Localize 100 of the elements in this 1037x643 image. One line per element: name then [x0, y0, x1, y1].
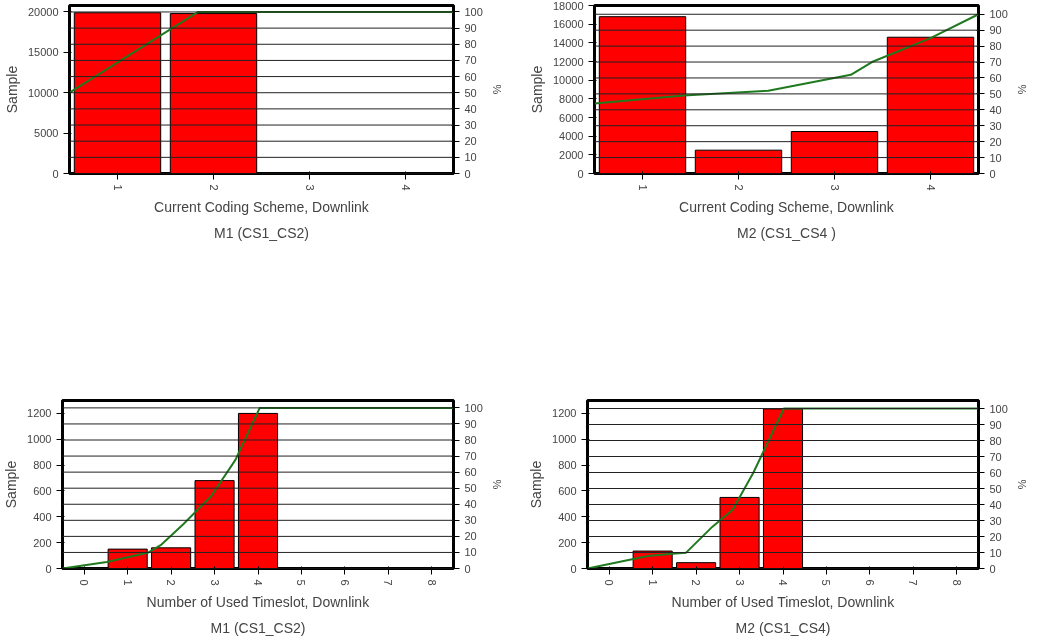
- y2-tick-label: 30: [989, 119, 1002, 132]
- y2-tick-label: 30: [989, 514, 1002, 527]
- x-tick-label: 1: [646, 579, 659, 586]
- y-tick-label: 0: [45, 562, 52, 575]
- y2-tick-label: 0: [464, 167, 471, 180]
- y-tick-label: 2000: [559, 148, 584, 161]
- y-tick-label: 20000: [27, 5, 59, 18]
- x-tick-label: 8: [950, 579, 963, 586]
- y2-tick-label: 100: [989, 402, 1008, 415]
- y2-tick-label: 20: [989, 135, 1002, 148]
- y2-tick-label: 50: [989, 482, 1002, 495]
- y2-tick-label: 50: [989, 87, 1002, 100]
- y-axis-title: Sample: [3, 65, 20, 114]
- y2-axis-title: %: [490, 479, 503, 490]
- y-tick-label: 800: [558, 459, 577, 472]
- x-tick-label: 1: [636, 184, 649, 191]
- y2-tick-label: 80: [464, 38, 477, 51]
- y2-tick-label: 40: [464, 498, 477, 511]
- x-tick-label: 2: [732, 184, 745, 191]
- x-tick-label: 3: [303, 184, 316, 191]
- y2-tick-label: 90: [464, 417, 477, 430]
- x-tick-label: 4: [252, 579, 264, 586]
- y-tick-label: 800: [33, 459, 52, 472]
- y-tick-label: 8000: [559, 92, 584, 105]
- x-tick-label: 2: [165, 579, 178, 586]
- y2-tick-label: 0: [989, 562, 996, 575]
- y-tick-label: 14000: [552, 36, 584, 49]
- x-tick-label: 7: [382, 579, 395, 586]
- y-tick-label: 600: [558, 484, 577, 497]
- x-tick-label: 3: [208, 579, 221, 586]
- y2-tick-label: 100: [989, 8, 1008, 21]
- y2-tick-label: 30: [464, 514, 477, 527]
- x-axis-title: Current Coding Scheme, Downlink: [679, 198, 895, 215]
- y-tick-label: 200: [558, 536, 577, 549]
- y2-tick-label: 50: [464, 86, 477, 99]
- text: M2 (CS1_CS4): [735, 619, 831, 636]
- x-axis-title: Current Coding Scheme, Downlink: [154, 198, 370, 215]
- x-tick-label: 4: [924, 184, 937, 191]
- y2-tick-label: 70: [989, 56, 1002, 69]
- y-tick-label: 12000: [552, 55, 584, 68]
- y2-tick-label: 50: [464, 482, 477, 495]
- y2-tick-label: 40: [464, 102, 477, 115]
- x-tick-label: 3: [828, 184, 841, 191]
- x-tick-label: 8: [425, 579, 438, 586]
- y2-tick-label: 90: [989, 24, 1002, 37]
- x-tick-label: 1: [111, 184, 124, 191]
- y2-tick-label: 100: [464, 401, 483, 414]
- y2-tick-label: 20: [464, 530, 477, 543]
- y-tick-label: 200: [33, 536, 52, 549]
- y2-tick-label: 90: [464, 22, 477, 35]
- text: M1 (CS1_CS2): [214, 224, 309, 241]
- y-tick-label: 10000: [27, 86, 59, 99]
- x-tick-label: 4: [399, 184, 412, 191]
- y-tick-label: 600: [33, 484, 52, 497]
- y2-tick-label: 10: [464, 546, 477, 559]
- x-tick-label: 5: [295, 579, 308, 586]
- y2-tick-label: 40: [989, 498, 1002, 511]
- y-tick-label: 0: [577, 167, 584, 180]
- y-tick-label: 0: [570, 562, 577, 575]
- y-tick-label: 16000: [552, 18, 584, 31]
- y2-tick-label: 10: [989, 151, 1002, 164]
- y2-tick-label: 60: [464, 70, 477, 83]
- y-tick-label: 4000: [559, 130, 584, 143]
- x-tick-label: 3: [733, 579, 746, 586]
- y2-axis-title: %: [490, 84, 503, 95]
- x-tick-label: 2: [207, 184, 220, 191]
- y-axis-title: Sample: [528, 65, 545, 114]
- y-tick-label: 6000: [559, 111, 584, 124]
- y2-axis-title: %: [1015, 84, 1028, 95]
- y-tick-label: 1000: [552, 433, 577, 446]
- y-tick-label: 10000: [552, 74, 584, 87]
- x-tick-label: 0: [603, 579, 616, 586]
- x-axis-title: Number of Used Timeslot, Downlink: [146, 593, 371, 610]
- x-axis-title: Number of Used Timeslot, Downlink: [671, 593, 896, 610]
- y2-tick-label: 60: [989, 466, 1002, 479]
- y2-tick-label: 80: [989, 40, 1002, 53]
- y-tick-label: 1200: [27, 407, 52, 420]
- x-tick-label: 6: [863, 579, 876, 586]
- x-tick-label: 1: [121, 579, 134, 586]
- y-tick-label: 0: [52, 167, 59, 180]
- y2-tick-label: 60: [989, 71, 1002, 84]
- y-tick-label: 15000: [27, 46, 59, 59]
- y-tick-label: 400: [33, 510, 52, 523]
- y2-tick-label: 20: [989, 530, 1002, 543]
- y2-tick-label: 100: [464, 5, 483, 18]
- line-series: [594, 13, 979, 105]
- y2-tick-label: 70: [464, 54, 477, 67]
- y2-tick-label: 90: [989, 418, 1002, 431]
- x-tick-label: 5: [820, 579, 833, 586]
- x-tick-label: 0: [78, 579, 91, 586]
- y2-tick-label: 10: [464, 151, 477, 164]
- y2-tick-label: 70: [464, 450, 477, 463]
- y2-tick-label: 80: [989, 434, 1002, 447]
- y2-tick-label: 70: [989, 450, 1002, 463]
- y-tick-label: 400: [558, 510, 577, 523]
- y2-tick-label: 80: [464, 434, 477, 447]
- y2-tick-label: 60: [464, 466, 477, 479]
- y-tick-label: 1000: [27, 433, 52, 446]
- x-tick-label: 2: [690, 579, 703, 586]
- x-tick-label: 4: [777, 579, 789, 586]
